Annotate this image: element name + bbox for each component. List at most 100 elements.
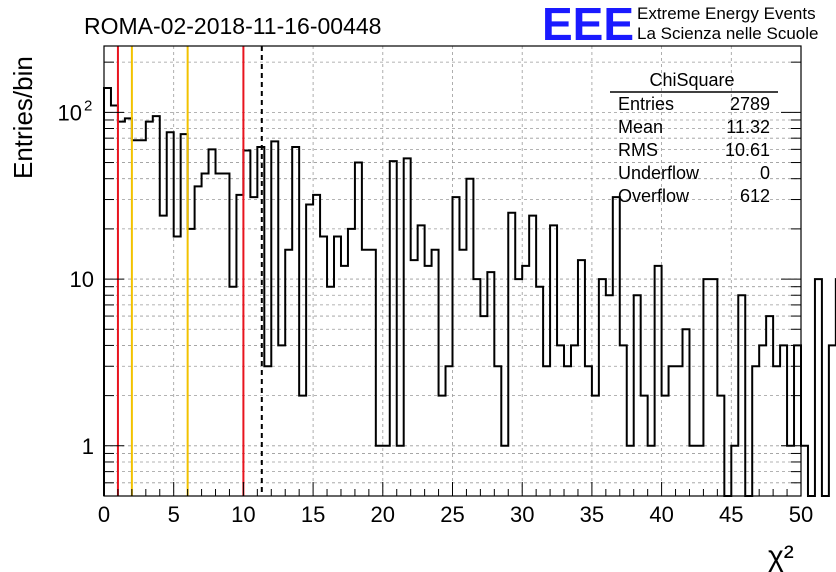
histogram-bin	[571, 345, 578, 496]
histogram-bin	[794, 345, 801, 496]
histogram-bin	[132, 140, 139, 496]
histogram-bin	[383, 446, 390, 496]
histogram-bin	[418, 225, 425, 496]
histogram-bin	[125, 118, 132, 496]
histogram-bin	[613, 197, 620, 496]
histogram-bin	[543, 366, 550, 496]
histogram-bin	[801, 446, 808, 496]
histogram-bin	[369, 250, 376, 496]
histogram-bin	[487, 272, 494, 496]
logo-line-2: La Scienza nelle Scuole	[637, 24, 818, 43]
histogram-bin	[627, 446, 634, 496]
histogram-bin	[494, 366, 501, 496]
histogram-bin	[278, 345, 285, 496]
histogram-bin	[780, 345, 787, 496]
histogram-bin	[334, 237, 341, 496]
x-tick-label: 40	[649, 502, 673, 527]
histogram-bin	[473, 279, 480, 496]
histogram-bin	[250, 197, 257, 496]
histogram-bin	[655, 266, 662, 496]
stats-row-value: 612	[740, 186, 770, 206]
stats-row-label: Overflow	[618, 186, 690, 206]
x-axis-label: χ²	[768, 540, 794, 572]
axis-ticks	[103, 61, 802, 497]
stats-box: ChiSquare Entries 2789 Mean 11.32 RMS 10.61 Un…	[610, 70, 778, 206]
histogram-bin	[111, 105, 118, 496]
reference-lines	[116, 46, 263, 496]
histogram-bin	[432, 250, 439, 496]
histogram-bin	[264, 366, 271, 496]
histogram-bin	[404, 158, 411, 496]
histogram-bin	[592, 396, 599, 496]
stats-row-label: RMS	[618, 140, 658, 160]
y-tick-label: 10	[70, 267, 94, 292]
histogram	[103, 86, 836, 497]
y-tick-label: 10	[58, 100, 82, 125]
x-tick-label: 50	[789, 502, 813, 527]
histogram-bin	[738, 295, 745, 496]
histogram-bin	[634, 295, 641, 496]
histogram-bin	[222, 173, 229, 496]
histogram-bin	[585, 366, 592, 496]
histogram-bin	[529, 216, 536, 496]
histogram-bin	[320, 237, 327, 496]
histogram-bin	[466, 179, 473, 496]
histogram-bin	[355, 163, 362, 496]
histogram-bin	[306, 205, 313, 496]
histogram-bin	[689, 446, 696, 496]
y-axis-label: Entries/bin	[8, 56, 38, 179]
histogram-bin	[759, 345, 766, 496]
histogram-bin	[174, 237, 181, 496]
histogram-bin	[195, 186, 202, 496]
histogram-bin	[752, 366, 759, 496]
histogram-bin	[229, 287, 236, 496]
histogram-bin	[515, 279, 522, 496]
logo-line-1: Extreme Energy Events	[637, 4, 816, 23]
histogram-bin	[453, 197, 460, 496]
stats-box-title: ChiSquare	[649, 70, 734, 90]
histogram-bin	[362, 250, 369, 496]
histogram-bin	[508, 213, 515, 496]
x-tick-label: 30	[510, 502, 534, 527]
histogram-bin	[662, 396, 669, 496]
x-tick-label: 15	[301, 502, 325, 527]
histogram-bin	[459, 250, 466, 496]
histogram-bin	[236, 195, 243, 496]
x-tick-label: 35	[580, 502, 604, 527]
y-tick-label-exponent: 2	[84, 97, 92, 114]
stats-row-value: 0	[760, 163, 770, 183]
stats-row-value: 11.32	[726, 117, 770, 137]
histogram-bin	[578, 260, 585, 496]
x-tick-label: 25	[440, 502, 464, 527]
histogram-bin	[564, 366, 571, 496]
histogram-bin	[696, 446, 703, 496]
histogram-bin	[411, 260, 418, 496]
x-tick-label: 45	[719, 502, 743, 527]
histogram-bin	[188, 229, 195, 496]
histogram-bin	[397, 446, 404, 496]
histogram-bin	[271, 141, 278, 496]
x-tick-labels: 0 5 10 15 20 25 30 35 40 45 50	[98, 502, 813, 527]
histogram-bin	[313, 195, 320, 496]
histogram-bin	[327, 287, 334, 496]
histogram-bin	[160, 216, 167, 496]
histogram-bin	[641, 396, 648, 496]
histogram-bin	[501, 446, 508, 496]
histogram-bin	[153, 116, 160, 496]
histogram-bin	[209, 149, 216, 496]
x-tick-label: 20	[371, 502, 395, 527]
stats-row-label: Underflow	[618, 163, 700, 183]
histogram-bin	[620, 345, 627, 496]
histogram-bin	[669, 366, 676, 496]
histogram-bin	[480, 316, 487, 496]
logo-mark: EEE	[542, 0, 634, 50]
histogram-bin	[146, 122, 153, 496]
histogram-bin	[139, 140, 146, 496]
histogram-bin	[683, 329, 690, 496]
histogram-bin	[550, 225, 557, 496]
histogram-bin	[773, 366, 780, 496]
histogram-bin	[599, 279, 606, 496]
histogram-bin	[376, 446, 383, 496]
